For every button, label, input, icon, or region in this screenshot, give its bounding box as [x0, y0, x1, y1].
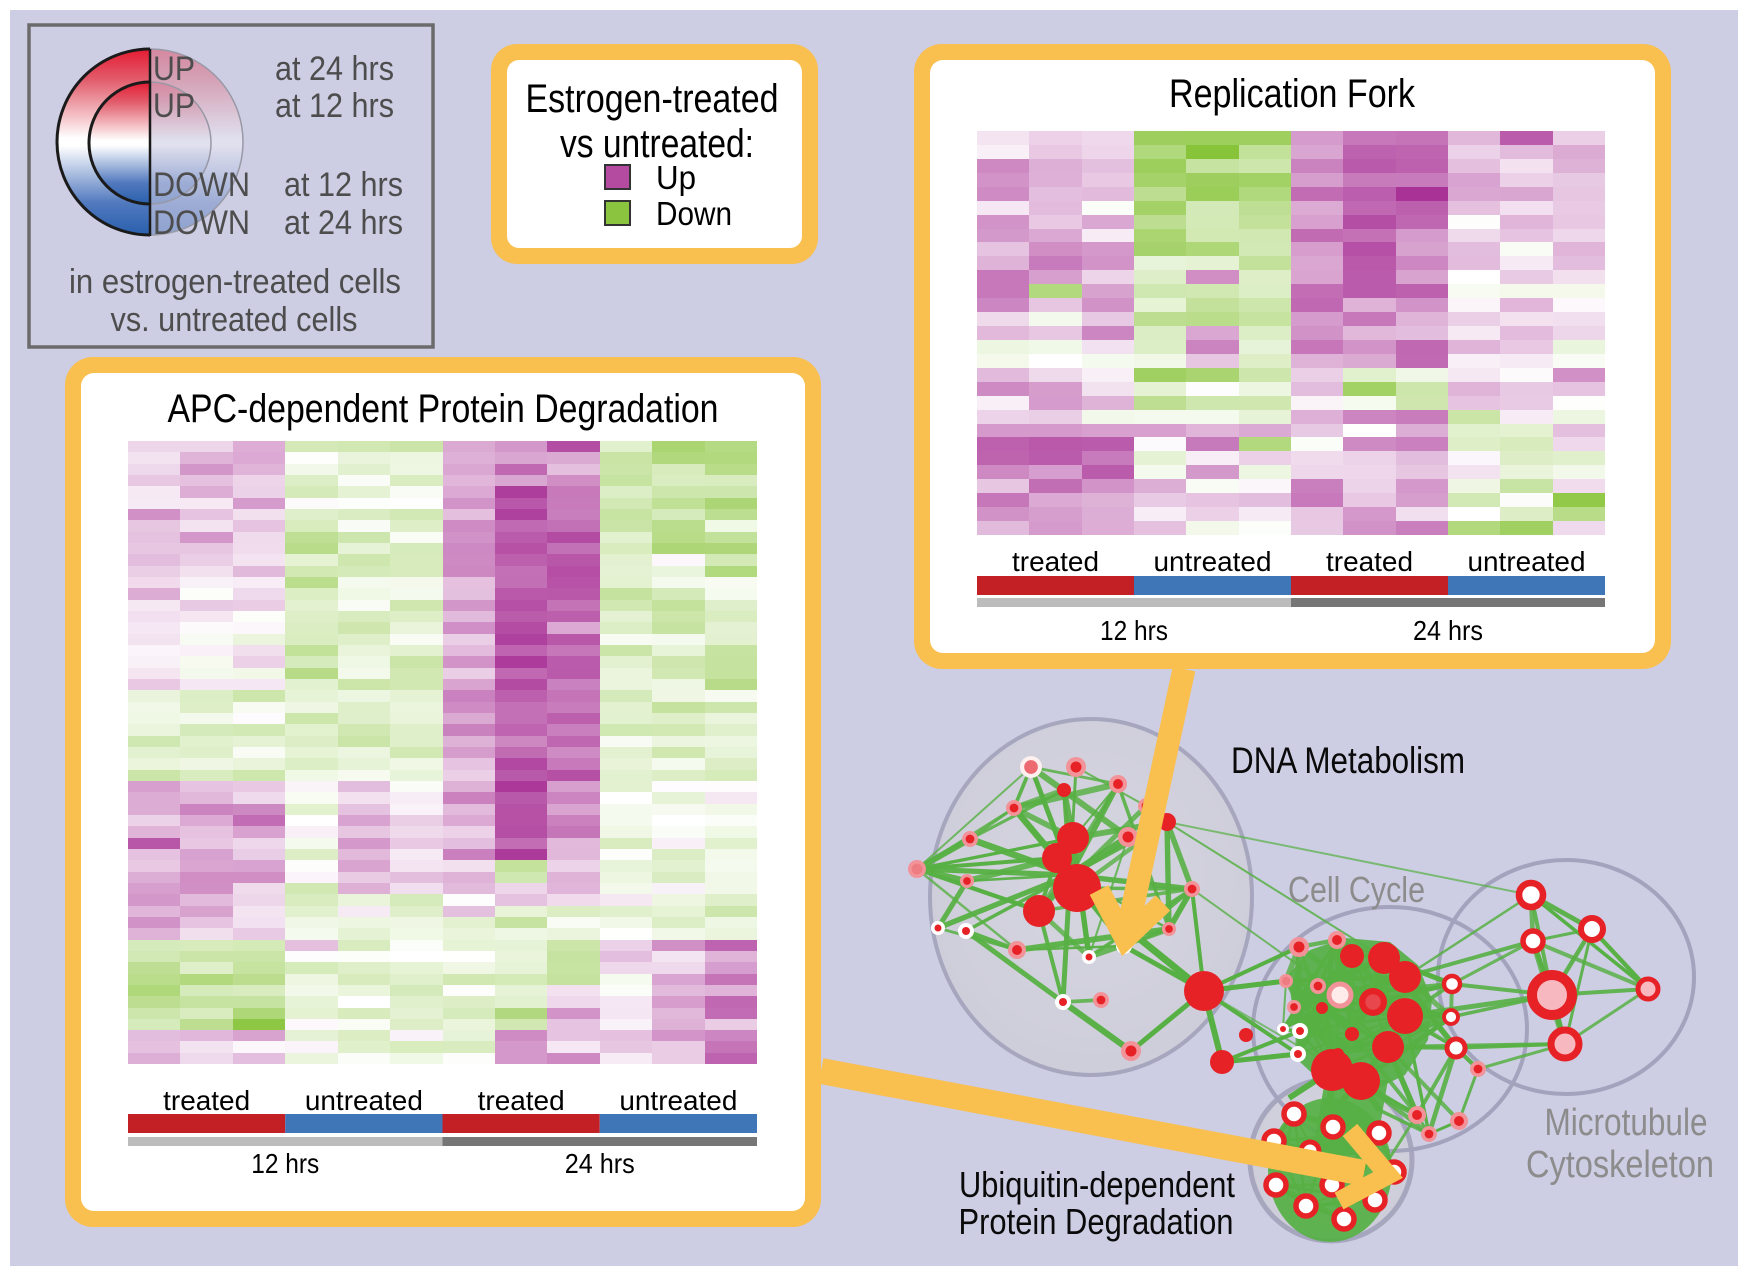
svg-text:treated: treated [478, 1085, 565, 1116]
svg-text:DNA Metabolism: DNA Metabolism [1231, 740, 1465, 781]
svg-text:untreated: untreated [1468, 546, 1586, 577]
svg-text:24 hrs: 24 hrs [565, 1148, 635, 1179]
svg-text:vs untreated:: vs untreated: [560, 122, 754, 166]
svg-text:vs. untreated cells: vs. untreated cells [111, 301, 358, 339]
svg-text:DOWN: DOWN [153, 204, 250, 242]
svg-text:Cell Cycle: Cell Cycle [1288, 869, 1425, 910]
svg-text:Ubiquitin-dependent: Ubiquitin-dependent [959, 1164, 1235, 1205]
svg-text:Cytoskeleton: Cytoskeleton [1526, 1144, 1714, 1186]
svg-text:Replication Fork: Replication Fork [1169, 72, 1416, 116]
svg-text:Protein Degradation: Protein Degradation [959, 1201, 1234, 1242]
svg-text:24 hrs: 24 hrs [1413, 615, 1483, 646]
svg-text:Up: Up [656, 159, 696, 196]
svg-text:Estrogen-treated: Estrogen-treated [526, 77, 779, 121]
svg-text:untreated: untreated [619, 1085, 737, 1116]
svg-text:at 12 hrs: at 12 hrs [275, 87, 394, 125]
svg-text:untreated: untreated [305, 1085, 423, 1116]
svg-text:at 12 hrs: at 12 hrs [284, 166, 403, 204]
svg-text:APC-dependent Protein Degradat: APC-dependent Protein Degradation [168, 387, 719, 431]
svg-text:12 hrs: 12 hrs [251, 1148, 319, 1179]
svg-text:at 24 hrs: at 24 hrs [284, 204, 403, 242]
svg-text:DOWN: DOWN [153, 166, 250, 204]
svg-text:treated: treated [163, 1085, 250, 1116]
svg-text:Microtubule: Microtubule [1545, 1102, 1708, 1144]
svg-text:at 24 hrs: at 24 hrs [275, 50, 394, 88]
svg-text:UP: UP [153, 87, 195, 125]
svg-text:in estrogen-treated cells: in estrogen-treated cells [69, 263, 401, 301]
svg-text:treated: treated [1326, 546, 1413, 577]
svg-text:UP: UP [153, 50, 195, 88]
svg-text:Down: Down [656, 195, 732, 232]
svg-text:untreated: untreated [1154, 546, 1272, 577]
svg-text:12 hrs: 12 hrs [1100, 615, 1168, 646]
svg-text:treated: treated [1012, 546, 1099, 577]
